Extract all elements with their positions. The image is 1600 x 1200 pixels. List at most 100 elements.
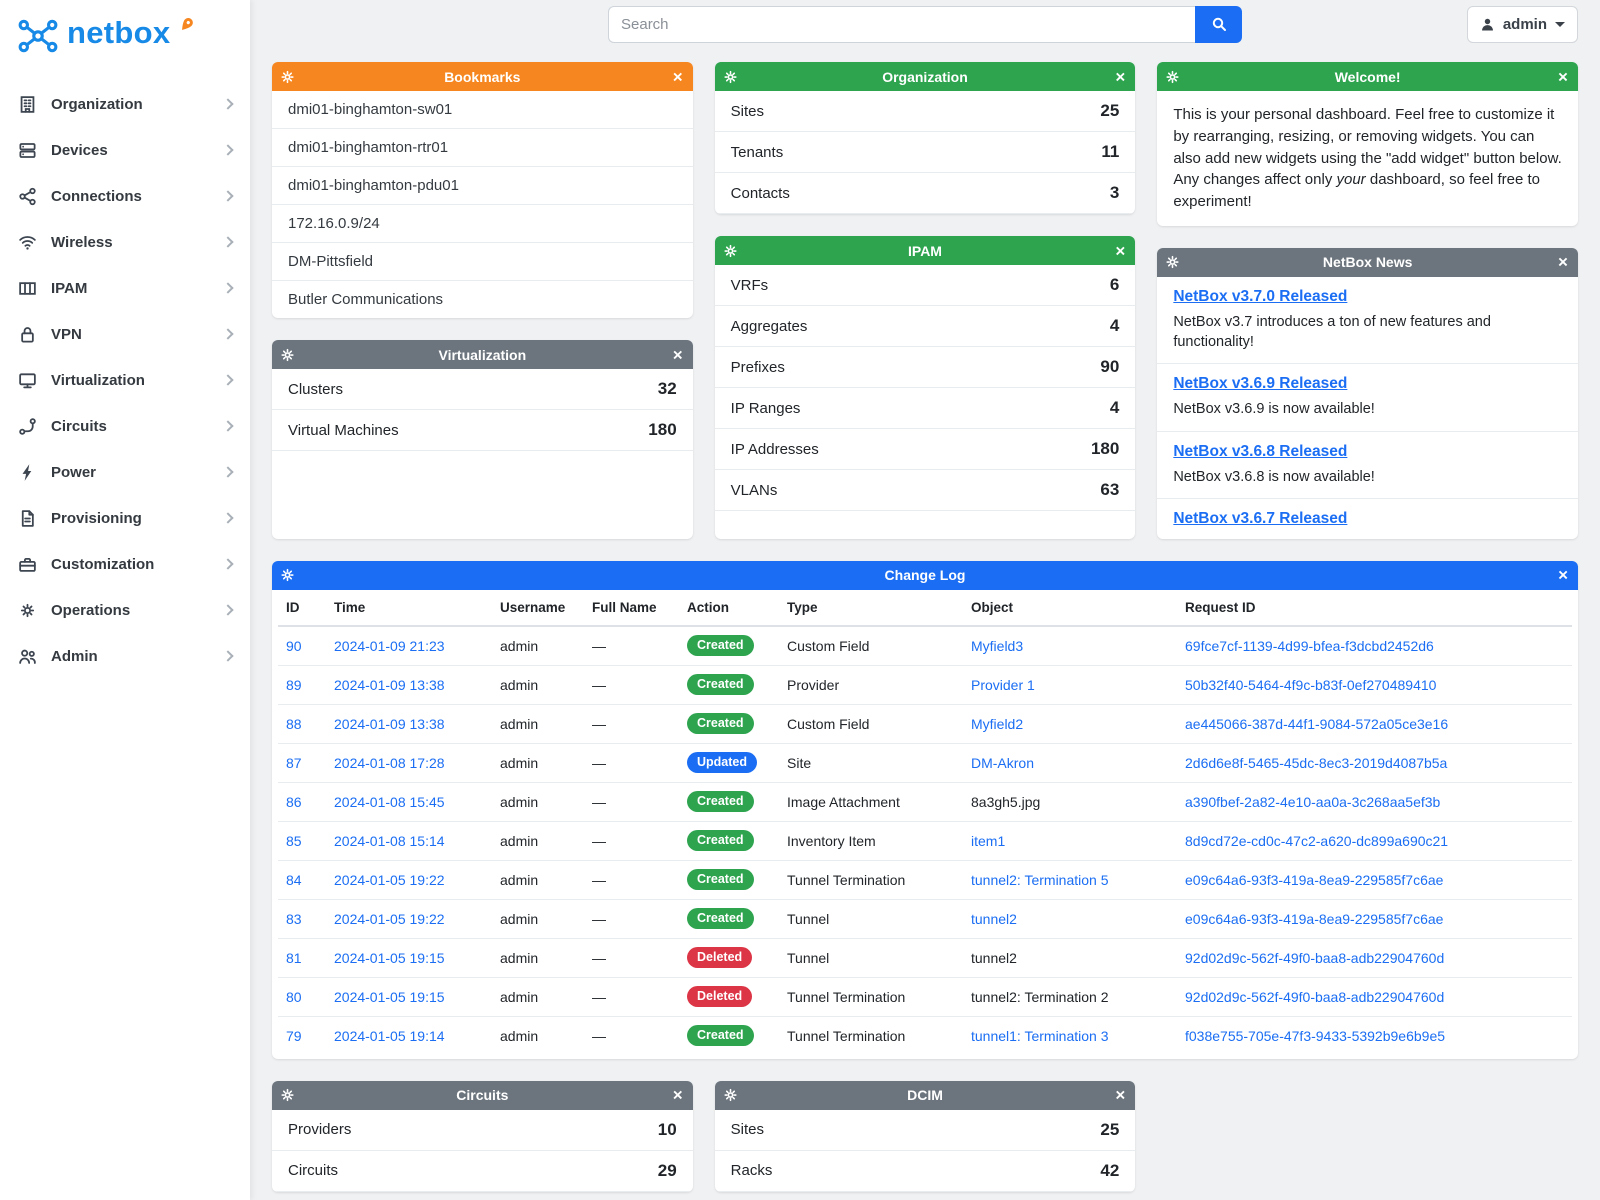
news-headline-link[interactable]: NetBox v3.6.8 Released	[1173, 442, 1348, 460]
sidebar-item-organization[interactable]: Organization	[0, 81, 250, 127]
changelog-object-link[interactable]: tunnel2: Termination 5	[971, 871, 1109, 888]
close-icon[interactable]: ×	[1115, 241, 1126, 260]
bookmark-item[interactable]: Butler Communications	[288, 291, 444, 308]
changelog-request-id-link[interactable]: f038e755-705e-47f3-9433-5392b9e6b9e5	[1185, 1027, 1446, 1044]
stat-row-sites[interactable]: Sites 25	[714, 91, 1136, 132]
search-input[interactable]	[608, 5, 1195, 43]
changelog-request-id-link[interactable]: e09c64a6-93f3-419a-8ea9-229585f7c6ae	[1185, 871, 1444, 888]
bookmark-item[interactable]: DM-Pittsfield	[272, 243, 693, 281]
stat-row-tenants[interactable]: Tenants 11	[714, 132, 1136, 173]
changelog-time-link[interactable]: 2024-01-09 21:23	[334, 637, 445, 654]
changelog-object-link[interactable]: Myfield3	[971, 637, 1024, 654]
changelog-time-link[interactable]: 2024-01-08 17:28	[334, 754, 445, 771]
changelog-time-link[interactable]: 2024-01-08 15:14	[334, 832, 445, 849]
stat-row-contacts[interactable]: Contacts 3	[714, 173, 1136, 214]
changelog-request-id-link[interactable]: 92d02d9c-562f-49f0-baa8-adb22904760d	[1185, 988, 1445, 1005]
changelog-time-link[interactable]: 2024-01-05 19:22	[334, 910, 445, 927]
sidebar-item-customization[interactable]: Customization	[0, 541, 250, 587]
changelog-object-link[interactable]: tunnel2	[971, 949, 1017, 966]
changelog-object-link[interactable]: Myfield2	[971, 715, 1024, 732]
close-icon[interactable]: ×	[1115, 67, 1126, 86]
bookmark-item[interactable]: dmi01-binghamton-rtr01	[272, 129, 693, 167]
sidebar-item-virtualization[interactable]: Virtualization	[0, 357, 250, 403]
changelog-object-link[interactable]: tunnel2: Termination 2	[971, 988, 1109, 1005]
brand[interactable]: netbox	[0, 0, 250, 75]
stat-row-aggregates[interactable]: Aggregates 4	[714, 306, 1136, 347]
close-icon[interactable]: ×	[1558, 565, 1568, 585]
sidebar-item-provisioning[interactable]: Provisioning	[0, 495, 250, 541]
changelog-id-link[interactable]: 85	[286, 832, 302, 849]
bookmark-item[interactable]: dmi01-binghamton-pdu01	[272, 167, 693, 205]
sidebar-item-ipam[interactable]: IPAM	[0, 265, 250, 311]
stat-row-virtual-machines[interactable]: Virtual Machines 180	[272, 410, 693, 451]
news-headline-link[interactable]: NetBox v3.6.7 Released	[1173, 509, 1348, 527]
widget-config-gear-icon[interactable]	[281, 70, 294, 83]
changelog-object-link[interactable]: item1	[971, 832, 1006, 849]
sidebar-item-devices[interactable]: Devices	[0, 127, 250, 173]
close-icon[interactable]: ×	[1558, 67, 1568, 86]
changelog-time-link[interactable]: 2024-01-09 13:38	[334, 676, 445, 693]
widget-config-gear-icon[interactable]	[281, 1089, 294, 1102]
widget-config-gear-icon[interactable]	[724, 1089, 737, 1102]
changelog-time-link[interactable]: 2024-01-05 19:14	[334, 1027, 445, 1044]
news-headline-link[interactable]: NetBox v3.6.9 Released	[1173, 375, 1348, 393]
user-menu-button[interactable]: admin	[1466, 5, 1578, 43]
changelog-id-link[interactable]: 79	[286, 1027, 302, 1044]
stat-row-prefixes[interactable]: Prefixes 90	[714, 347, 1136, 388]
changelog-request-id-link[interactable]: e09c64a6-93f3-419a-8ea9-229585f7c6ae	[1185, 910, 1444, 927]
sidebar-item-circuits[interactable]: Circuits	[0, 403, 250, 449]
changelog-time-link[interactable]: 2024-01-05 19:22	[334, 871, 445, 888]
widget-config-gear-icon[interactable]	[1166, 256, 1179, 269]
changelog-request-id-link[interactable]: 69fce7cf-1139-4d99-bfea-f3dcbd2452d6	[1185, 637, 1434, 654]
widget-config-gear-icon[interactable]	[281, 569, 294, 582]
stat-row-clusters[interactable]: Clusters 32	[272, 369, 693, 410]
bookmark-item[interactable]: 172.16.0.9/24	[272, 205, 693, 243]
close-icon[interactable]: ×	[672, 345, 683, 364]
stat-row-providers[interactable]: Providers 10	[272, 1110, 693, 1151]
sidebar-item-admin[interactable]: Admin	[0, 633, 250, 679]
changelog-id-link[interactable]: 83	[286, 910, 302, 927]
stat-row-circuits[interactable]: Circuits 29	[272, 1151, 693, 1192]
widget-config-gear-icon[interactable]	[281, 348, 294, 361]
news-headline-link[interactable]: NetBox v3.7.0 Released	[1173, 287, 1348, 305]
bookmark-item[interactable]: dmi01-binghamton-sw01	[272, 91, 693, 129]
changelog-id-link[interactable]: 84	[286, 871, 302, 888]
widget-config-gear-icon[interactable]	[724, 70, 737, 83]
sidebar-item-power[interactable]: Power	[0, 449, 250, 495]
changelog-request-id-link[interactable]: 50b32f40-5464-4f9c-b83f-0ef270489410	[1185, 676, 1437, 693]
changelog-object-link[interactable]: Provider 1	[971, 676, 1035, 693]
changelog-request-id-link[interactable]: a390fbef-2a82-4e10-aa0a-3c268aa5ef3b	[1185, 793, 1441, 810]
stat-row-ip-addresses[interactable]: IP Addresses 180	[714, 429, 1136, 470]
changelog-request-id-link[interactable]: 92d02d9c-562f-49f0-baa8-adb22904760d	[1185, 949, 1445, 966]
changelog-id-link[interactable]: 90	[286, 637, 302, 654]
close-icon[interactable]: ×	[1558, 252, 1568, 272]
close-icon[interactable]: ×	[1115, 1085, 1126, 1105]
changelog-id-link[interactable]: 86	[286, 793, 302, 810]
stat-row-vlans[interactable]: VLANs 63	[714, 470, 1136, 511]
widget-config-gear-icon[interactable]	[1166, 70, 1179, 83]
changelog-request-id-link[interactable]: 8d9cd72e-cd0c-47c2-a620-dc899a690c21	[1185, 832, 1449, 849]
stat-row-ip-ranges[interactable]: IP Ranges 4	[714, 388, 1136, 429]
sidebar-item-connections[interactable]: Connections	[0, 173, 250, 219]
changelog-id-link[interactable]: 88	[286, 715, 302, 732]
search-button[interactable]	[1195, 5, 1242, 43]
stat-row-racks[interactable]: Racks 42	[714, 1151, 1136, 1192]
changelog-id-link[interactable]: 80	[286, 988, 302, 1005]
changelog-time-link[interactable]: 2024-01-05 19:15	[334, 949, 445, 966]
close-icon[interactable]: ×	[672, 1085, 683, 1105]
changelog-id-link[interactable]: 81	[286, 949, 302, 966]
changelog-time-link[interactable]: 2024-01-05 19:15	[334, 988, 445, 1005]
changelog-object-link[interactable]: 8a3gh5.jpg	[971, 793, 1041, 810]
changelog-time-link[interactable]: 2024-01-08 15:45	[334, 793, 445, 810]
changelog-object-link[interactable]: tunnel1: Termination 3	[971, 1027, 1109, 1044]
changelog-object-link[interactable]: tunnel2	[971, 910, 1017, 927]
changelog-object-link[interactable]: DM-Akron	[971, 754, 1035, 771]
stat-row-vrfs[interactable]: VRFs 6	[714, 265, 1136, 306]
changelog-request-id-link[interactable]: 2d6d6e8f-5465-45dc-8ec3-2019d4087b5a	[1185, 754, 1448, 771]
changelog-id-link[interactable]: 87	[286, 754, 302, 771]
changelog-time-link[interactable]: 2024-01-09 13:38	[334, 715, 445, 732]
close-icon[interactable]: ×	[672, 67, 683, 86]
sidebar-item-vpn[interactable]: VPN	[0, 311, 250, 357]
sidebar-item-wireless[interactable]: Wireless	[0, 219, 250, 265]
widget-config-gear-icon[interactable]	[724, 244, 737, 257]
